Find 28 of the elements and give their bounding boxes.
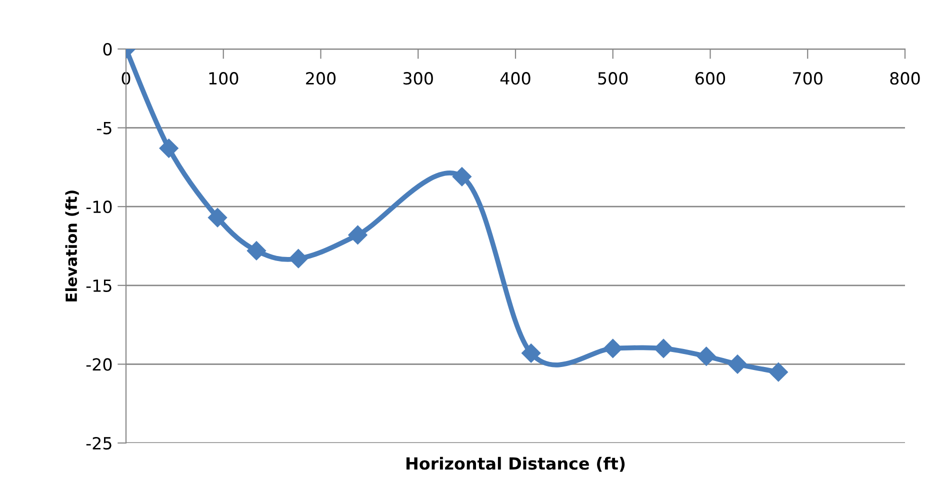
y-tick-label: -10 [86, 200, 112, 214]
point [654, 338, 674, 358]
point [522, 344, 541, 363]
x-tick-label: 700 [793, 72, 822, 85]
x-tick-label: 800 [890, 72, 920, 85]
x-tick-label: 100 [209, 72, 238, 85]
point [348, 225, 368, 244]
x-tick-label: 600 [696, 72, 726, 85]
point [159, 138, 178, 158]
x-axis-title: Horizontal Distance (ft) [406, 456, 625, 472]
y-tick-label: -5 [97, 122, 112, 134]
x-tick-label: 500 [598, 72, 628, 85]
y-tick-label: -25 [86, 436, 112, 450]
point [246, 241, 266, 260]
point [288, 249, 308, 268]
y-axis-title: Elevation (ft) [65, 190, 79, 302]
x-tick-label: 200 [306, 72, 336, 85]
y-tick-label: -15 [86, 280, 112, 292]
y-tick-label: 0 [103, 42, 112, 56]
point [452, 167, 472, 186]
point [208, 208, 228, 228]
x-tick-label: 300 [403, 72, 433, 85]
point [768, 362, 788, 382]
y-tick-label: -20 [86, 358, 112, 371]
point [603, 338, 622, 358]
point [696, 346, 716, 366]
x-tick-label: 400 [500, 72, 530, 85]
point [728, 354, 748, 374]
